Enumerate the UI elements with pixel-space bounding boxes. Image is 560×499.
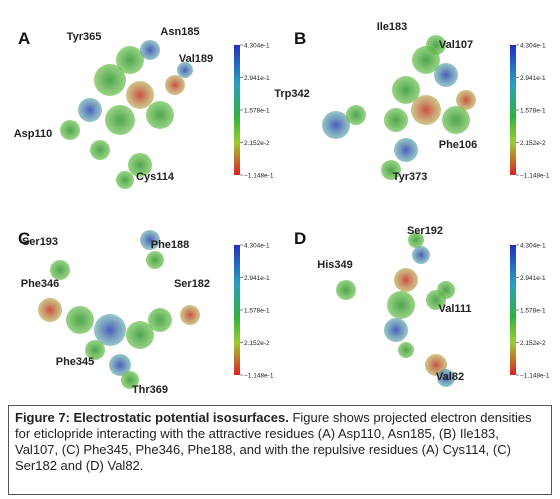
colorbar-label: 2.941e-1 [244, 75, 270, 82]
residue-label: Phe188 [151, 239, 190, 251]
colorbar [510, 245, 516, 375]
isosurface [437, 281, 455, 299]
residue-label: Tyr373 [393, 171, 428, 183]
colorbar-label: 4.304e-1 [520, 43, 546, 50]
figure: A Tyr365 Asn185 Val189 Asp110 Cys114 4.304e-1 2… [14, 21, 550, 396]
isosurface [387, 291, 415, 319]
residue-label: Thr369 [132, 384, 168, 396]
isosurface [408, 232, 424, 248]
isosurface [434, 63, 458, 87]
isosurface [116, 46, 144, 74]
isosurface [140, 40, 160, 60]
isosurface [384, 108, 408, 132]
residue-label: Val189 [179, 53, 213, 65]
isosurface [94, 64, 126, 96]
colorbar [510, 45, 516, 175]
isosurface [50, 260, 70, 280]
isosurface [60, 120, 80, 140]
caption-text: Figure shows projected electron densitie… [15, 410, 532, 473]
isosurface [394, 268, 418, 292]
isosurface [336, 280, 356, 300]
residue-label: Ser193 [22, 236, 58, 248]
colorbar-label: 2.941e-1 [520, 75, 546, 82]
residue-label: Val107 [439, 39, 473, 51]
isosurface [85, 340, 105, 360]
isosurface [140, 230, 160, 250]
isosurface [148, 308, 172, 332]
isosurface [346, 105, 366, 125]
isosurface [116, 171, 134, 189]
colorbar-label: 4.304e-1 [520, 243, 546, 250]
colorbar-label: 1.578e-1 [520, 308, 546, 315]
residue-label: Trp342 [274, 88, 309, 100]
isosurface [426, 35, 446, 55]
isosurface [105, 105, 135, 135]
colorbar-label: 4.304e-1 [244, 43, 270, 50]
isosurface [456, 90, 476, 110]
residue-label: Ser182 [174, 278, 210, 290]
panel-label: A [18, 29, 30, 48]
colorbar-label: −1.148e-1 [244, 373, 274, 380]
caption-title: Figure 7: Electrostatic potential isosur… [15, 410, 289, 425]
isosurface [180, 305, 200, 325]
residue-label: Val82 [436, 371, 464, 383]
isosurface [109, 354, 131, 376]
colorbar-label: 2.941e-1 [520, 275, 546, 282]
isosurface [126, 81, 154, 109]
colorbar-label: 4.304e-1 [244, 243, 270, 250]
isosurface [66, 306, 94, 334]
colorbar-label: −1.148e-1 [520, 173, 550, 180]
residue-label: His349 [317, 259, 352, 271]
isosurface [177, 62, 193, 78]
colorbar-label: 2.152e-2 [244, 140, 270, 147]
isosurface [384, 318, 408, 342]
panel-label: C [18, 229, 30, 248]
isosurface [442, 106, 470, 134]
colorbar [234, 45, 240, 175]
isosurface [146, 251, 164, 269]
isosurface [437, 369, 455, 387]
residue-label: Ile183 [377, 21, 408, 33]
residue-label: Cys114 [136, 171, 175, 183]
isosurface [126, 321, 154, 349]
isosurface [165, 75, 185, 95]
residue-label: Phe106 [439, 139, 478, 151]
residue-label: Tyr365 [67, 31, 102, 43]
isosurface [398, 342, 414, 358]
isosurface [394, 138, 418, 162]
colorbar-label: 1.578e-1 [244, 308, 270, 315]
residue-label: Asp110 [14, 128, 53, 140]
residue-label: Asn185 [160, 26, 199, 38]
isosurface [392, 76, 420, 104]
colorbar [234, 245, 240, 375]
isosurface [146, 101, 174, 129]
caption: Figure 7: Electrostatic potential isosur… [8, 405, 552, 495]
panel-label: D [294, 229, 306, 248]
colorbar-label: 1.578e-1 [520, 108, 546, 115]
isosurface [121, 371, 139, 389]
colorbar-label: 2.152e-2 [520, 140, 546, 147]
residue-label: Ser192 [407, 225, 443, 237]
isosurface [78, 98, 102, 122]
colorbar-label: 2.152e-2 [520, 340, 546, 347]
colorbar-label: −1.148e-1 [520, 373, 550, 380]
colorbar-label: 1.578e-1 [244, 108, 270, 115]
panel-label: B [294, 29, 306, 48]
isosurface [411, 95, 441, 125]
colorbar-label: 2.941e-1 [244, 275, 270, 282]
isosurface [412, 246, 430, 264]
residue-label: Phe346 [21, 278, 60, 290]
isosurface [381, 160, 401, 180]
isosurface [38, 298, 62, 322]
colorbar-label: −1.148e-1 [244, 173, 274, 180]
isosurface [94, 314, 126, 346]
isosurface [90, 140, 110, 160]
residue-label: Phe345 [56, 356, 95, 368]
residue-label: Val111 [438, 303, 471, 315]
isosurface [128, 153, 152, 177]
colorbar-label: 2.152e-2 [244, 340, 270, 347]
isosurface [322, 111, 350, 139]
